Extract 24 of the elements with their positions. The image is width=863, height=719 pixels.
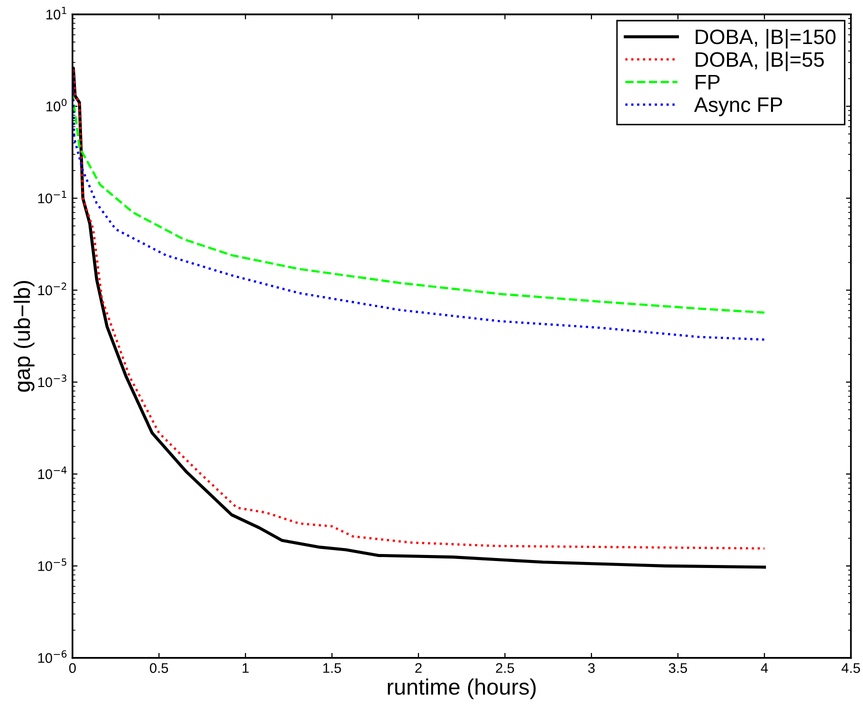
x-tick-label: 1 (242, 663, 249, 673)
x-tick-label: 4.5 (842, 663, 860, 673)
x-tick-label: 0 (69, 663, 76, 673)
legend-label: FP (696, 75, 720, 90)
x-tick-label: 3 (588, 663, 595, 673)
y-tick-label: 10$^{−1}$ (38, 190, 66, 204)
legend-label: DOBA, |B|=150 (696, 28, 836, 48)
y-tick-label: 10$^{1}$ (46, 6, 66, 20)
y-tick-label: 10$^{−3}$ (38, 374, 66, 388)
x-tick-label: 0.5 (150, 663, 168, 673)
y-axis-title: gap (ub−lb) (14, 280, 34, 392)
y-tick-label: 10$^{0}$ (46, 98, 67, 112)
x-tick-label: 2.5 (496, 663, 514, 673)
y-tick-label: 10$^{−5}$ (38, 558, 66, 572)
x-tick-label: 2 (415, 663, 422, 673)
x-axis-title: runtime (hours) (388, 678, 536, 700)
x-tick-label: 3.5 (668, 663, 688, 673)
y-tick-label: 10$^{−6}$ (38, 650, 67, 663)
legend-label: DOBA, |B|=55 (696, 52, 824, 72)
legend-label: Async FP (694, 98, 782, 116)
x-tick-label: 1.5 (323, 663, 342, 673)
y-tick-label: 10$^{−2}$ (38, 282, 66, 296)
y-tick-label: 10$^{−4}$ (38, 466, 67, 480)
x-tick-label: 4 (760, 663, 768, 673)
